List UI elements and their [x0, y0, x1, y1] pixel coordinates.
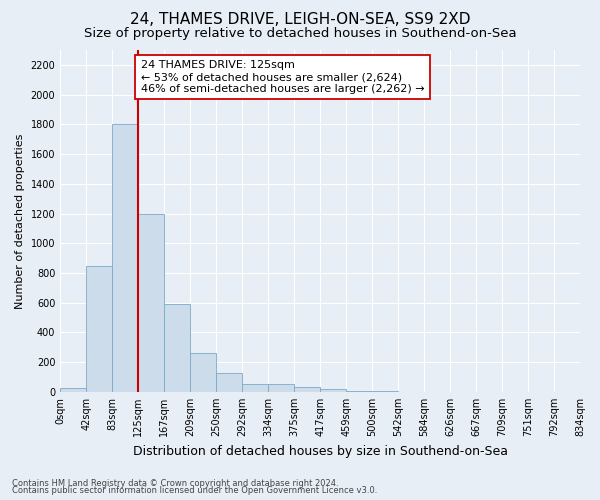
Bar — [60, 388, 86, 392]
Bar — [320, 389, 346, 392]
Bar — [242, 384, 268, 392]
Bar — [190, 354, 216, 392]
Text: 24, THAMES DRIVE, LEIGH-ON-SEA, SS9 2XD: 24, THAMES DRIVE, LEIGH-ON-SEA, SS9 2XD — [130, 12, 470, 28]
Bar — [346, 391, 372, 392]
Bar — [294, 386, 320, 392]
Text: Contains HM Land Registry data © Crown copyright and database right 2024.: Contains HM Land Registry data © Crown c… — [12, 478, 338, 488]
Bar — [112, 124, 138, 392]
Bar — [164, 304, 190, 392]
Text: Contains public sector information licensed under the Open Government Licence v3: Contains public sector information licen… — [12, 486, 377, 495]
X-axis label: Distribution of detached houses by size in Southend-on-Sea: Distribution of detached houses by size … — [133, 444, 508, 458]
Y-axis label: Number of detached properties: Number of detached properties — [15, 134, 25, 308]
Bar — [86, 266, 112, 392]
Bar — [268, 384, 294, 392]
Text: 24 THAMES DRIVE: 125sqm
← 53% of detached houses are smaller (2,624)
46% of semi: 24 THAMES DRIVE: 125sqm ← 53% of detache… — [141, 60, 424, 94]
Text: Size of property relative to detached houses in Southend-on-Sea: Size of property relative to detached ho… — [83, 28, 517, 40]
Bar — [216, 372, 242, 392]
Bar — [138, 214, 164, 392]
